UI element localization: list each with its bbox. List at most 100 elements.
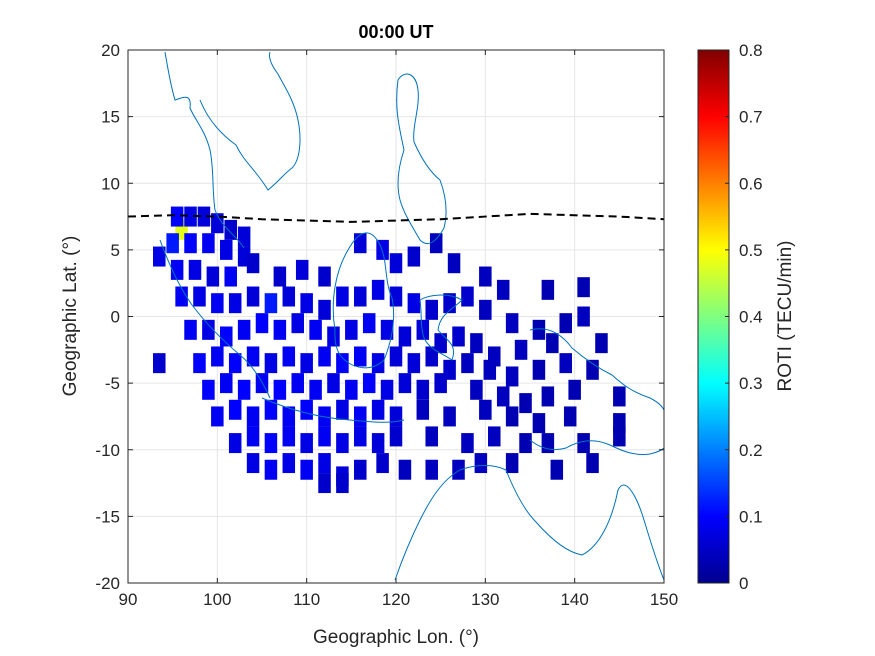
roti-cell [407, 293, 421, 314]
roti-cell [470, 333, 483, 354]
roti-cell [371, 353, 385, 374]
colorbar-label: ROTI (TECU/min) [775, 241, 796, 392]
roti-cell [546, 333, 559, 354]
roti-cell [202, 379, 215, 400]
y-tick-label: 15 [101, 108, 120, 127]
roti-cell [416, 319, 430, 340]
roti-cell [300, 353, 313, 374]
roti-cell [474, 453, 488, 474]
roti-cell [398, 326, 412, 347]
roti-cell [336, 433, 349, 454]
roti-cell [586, 359, 599, 380]
roti-cell [452, 459, 465, 480]
roti-cell [425, 459, 438, 480]
roti-cell [211, 406, 224, 427]
roti-cell [541, 433, 555, 454]
roti-cell [300, 293, 313, 314]
roti-cell [220, 326, 233, 347]
roti-cell [488, 426, 501, 447]
x-tick-label: 150 [650, 590, 678, 609]
roti-cell [246, 406, 260, 427]
roti-cell [443, 406, 456, 427]
roti-cell [184, 206, 197, 227]
roti-cell [318, 299, 331, 320]
roti-cell [184, 319, 197, 340]
roti-cell [246, 426, 260, 447]
y-tick-label: 20 [101, 41, 120, 60]
roti-cell [237, 379, 251, 400]
roti-cell [461, 353, 474, 374]
roti-cell [376, 239, 389, 260]
roti-cell [282, 406, 296, 427]
roti-cell [175, 286, 188, 307]
roti-cell [577, 277, 590, 298]
coastline-new-guinea [529, 328, 664, 455]
roti-cell [362, 373, 376, 394]
roti-cell [237, 319, 251, 340]
y-axis-label: Geographic Lat. (°) [60, 236, 81, 397]
chart-title: 00:00 UT [358, 22, 433, 42]
coastline-indochina [164, 51, 301, 249]
roti-cell [300, 433, 313, 454]
roti-cell [318, 346, 331, 367]
roti-cell [479, 399, 492, 420]
roti-cell [228, 433, 242, 454]
roti-cell [389, 426, 403, 447]
colorbar-tick-label: 0.8 [739, 41, 763, 60]
roti-cell [416, 399, 430, 420]
magnetic-equator-line [128, 212, 664, 223]
roti-cell [389, 346, 403, 367]
coastline-java [261, 397, 405, 423]
roti-cell [264, 459, 278, 480]
roti-cell [452, 326, 465, 347]
roti-cell [184, 233, 197, 254]
roti-cell [354, 286, 367, 307]
roti-cell [541, 279, 555, 300]
roti-cell [264, 293, 278, 314]
roti-cell [309, 319, 322, 340]
roti-cell [246, 453, 260, 474]
coastline-philippines [396, 73, 447, 244]
roti-cell [170, 206, 184, 227]
roti-cell [309, 379, 322, 400]
colorbar-tick-label: 0.1 [739, 507, 763, 526]
roti-cell [318, 473, 331, 494]
roti-cell [532, 359, 546, 380]
roti-cell [496, 386, 510, 407]
roti-cell [291, 373, 304, 394]
roti-cell [380, 319, 394, 340]
roti-cell [282, 453, 296, 474]
roti-cell [371, 279, 385, 300]
roti-cell [354, 346, 367, 367]
roti-cell [318, 426, 331, 447]
roti-cell [568, 379, 581, 400]
x-tick-label: 120 [382, 590, 410, 609]
colorbar-tick-label: 0 [739, 574, 748, 593]
roti-cell [211, 293, 224, 314]
x-tick-label: 90 [119, 590, 138, 609]
roti-cell [586, 453, 599, 474]
roti-cell [398, 373, 412, 394]
coastline-australia [394, 465, 664, 581]
roti-cell [327, 373, 340, 394]
y-tick-label: 5 [111, 241, 120, 260]
roti-cell [224, 219, 237, 240]
roti-cell [577, 306, 590, 327]
roti-cell [595, 333, 608, 354]
roti-cell [559, 313, 572, 334]
y-axis-ticks: 20 15 10 5 0 -5 -10 -15 -20 [95, 41, 664, 593]
roti-cell [264, 433, 278, 454]
roti-cell [202, 319, 215, 340]
roti-cells [153, 206, 626, 494]
roti-cell [577, 433, 590, 454]
roti-cell [282, 426, 296, 447]
roti-cell [246, 286, 260, 307]
roti-cell [505, 406, 519, 427]
coastline-sulawesi [419, 294, 463, 361]
roti-cell [461, 433, 474, 454]
roti-cell [295, 259, 309, 280]
roti-cell [425, 299, 438, 320]
roti-cell [188, 259, 202, 280]
roti-cell [532, 319, 546, 340]
